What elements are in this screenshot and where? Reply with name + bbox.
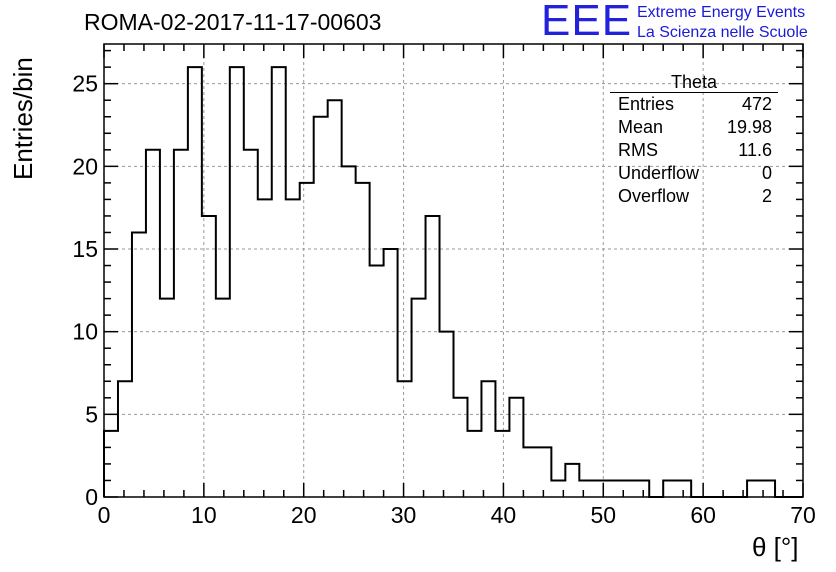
stats-row: Entries 472 [610,93,778,116]
x-tick-label: 20 [291,502,317,528]
x-tick-labels: 0 10 20 30 40 50 60 70 [98,502,816,528]
y-tick-label: 0 [85,484,98,510]
logo-line-1: Extreme Energy Events [637,4,806,21]
x-tick-label: 40 [491,502,517,528]
stats-value: 19.98 [726,117,772,137]
logo-line-2: La Scienza nelle Scuole [637,24,808,41]
y-tick-label: 15 [72,236,98,262]
histogram-title: ROMA-02-2017-11-17-00603 [84,9,382,35]
y-axis-label: Entries/bin [8,57,38,180]
y-tick-label: 5 [85,401,98,427]
axis-ticks [103,44,804,498]
stats-label: Overflow [618,186,690,206]
stats-row: Overflow 2 [610,185,778,208]
stats-box: Theta Entries 472 Mean 19.98 RMS 11.6 Underflo… [610,72,778,208]
x-tick-label: 0 [98,502,111,528]
stats-label: RMS [618,140,658,160]
plot-frame [103,43,804,498]
x-tick-label: 70 [790,502,816,528]
stats-row: Underflow 0 [610,162,778,185]
y-tick-labels: 0 5 10 15 20 25 [72,71,98,510]
y-tick-label: 25 [72,71,98,97]
stats-label: Entries [618,94,675,114]
eee-logo: EEE [541,0,633,45]
x-tick-label: 10 [191,502,217,528]
stats-label: Mean [618,117,664,137]
stats-label: Underflow [618,163,700,183]
y-tick-label: 20 [72,153,98,179]
x-tick-label: 50 [590,502,616,528]
grid-lines [104,44,803,497]
x-tick-label: 30 [391,502,417,528]
stats-row: RMS 11.6 [610,139,778,162]
x-axis-label: θ [°] [752,532,799,562]
y-tick-label: 10 [72,319,98,345]
stats-value: 2 [761,186,772,206]
stats-name: Theta [610,72,778,93]
logo-caption: Extreme Energy Events La Scienza nelle S… [637,3,808,43]
stats-row: Mean 19.98 [610,116,778,139]
stats-value: 472 [741,94,772,114]
x-tick-label: 60 [690,502,716,528]
stats-value: 11.6 [738,140,772,160]
stats-value: 0 [761,163,772,183]
